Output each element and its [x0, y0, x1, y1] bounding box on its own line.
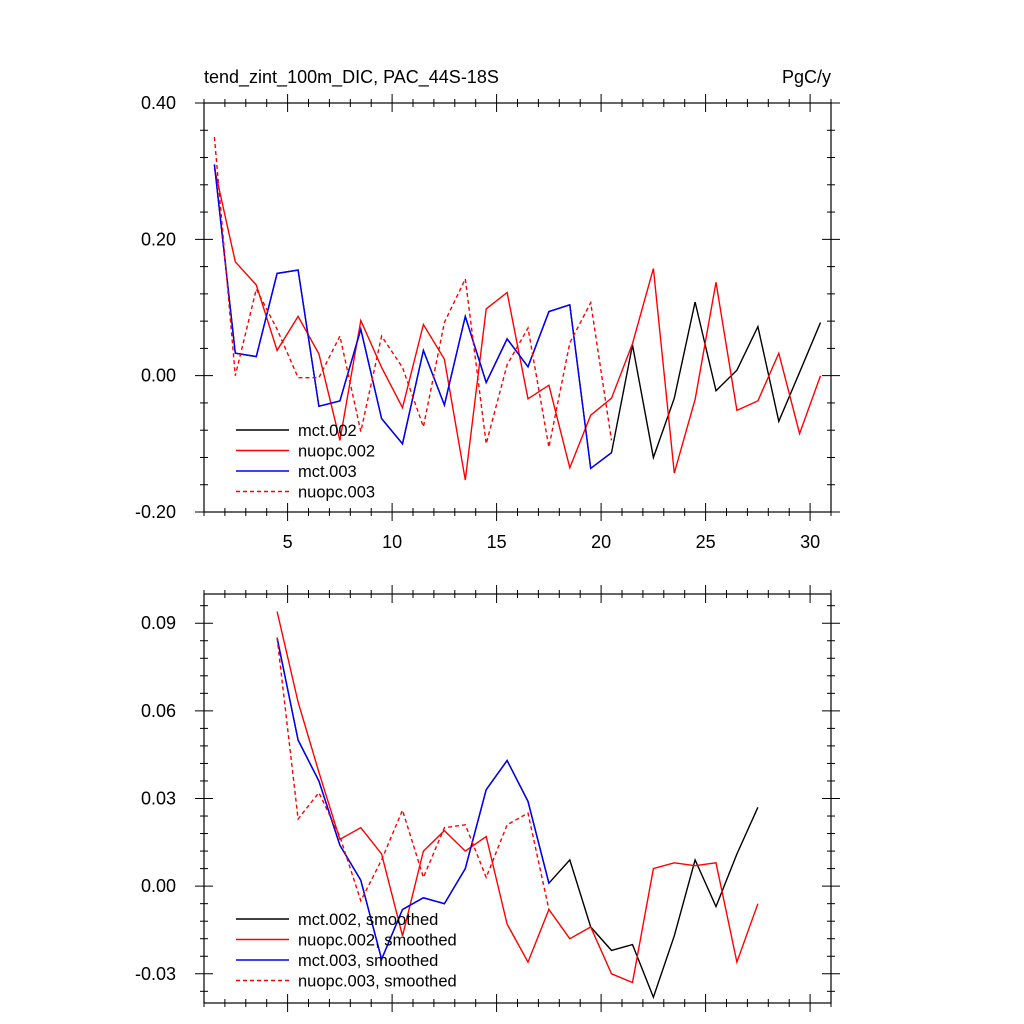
- legend-label: mct.002: [298, 422, 357, 440]
- y-tick-label: 0.20: [141, 229, 176, 249]
- legend-label: nuopc.003, smoothed: [298, 973, 457, 991]
- legend-label: mct.002, smoothed: [298, 911, 438, 929]
- series-line-nuopc-003-smoothed: [276, 637, 550, 910]
- legend-label: mct.003, smoothed: [298, 952, 438, 970]
- units-label: PgC/y: [782, 67, 831, 87]
- x-tick-label: 5: [283, 532, 293, 552]
- y-tick-label: 0.00: [141, 876, 176, 896]
- y-tick-label: 0.06: [141, 701, 176, 721]
- x-tick-label: 10: [382, 532, 402, 552]
- x-tick-label: 30: [800, 532, 820, 552]
- series-line-mct-003: [213, 164, 612, 470]
- legend-label: nuopc.003: [298, 484, 375, 502]
- y-tick-label: -0.03: [135, 964, 176, 984]
- x-tick-label: 20: [591, 532, 611, 552]
- series-line-nuopc-003: [213, 137, 613, 448]
- x-tick-label: 25: [696, 532, 716, 552]
- legend-label: nuopc.002: [298, 443, 375, 461]
- y-tick-label: 0.40: [141, 93, 176, 113]
- top-panel: 5 10 15 20 25 30 -0.20 0.00 0.20 0.40 mct.002 nuopc…: [135, 93, 840, 552]
- chart-title: tend_zint_100m_DIC, PAC_44S-18S: [204, 67, 499, 88]
- x-tick-label: 15: [487, 532, 507, 552]
- series-line-mct-003-smoothed: [276, 637, 550, 962]
- legend-label: nuopc.002, smoothed: [298, 932, 457, 950]
- y-tick-label: -0.20: [135, 502, 176, 522]
- legend-label: mct.003: [298, 463, 357, 481]
- bottom-panel: -0.03 0.00 0.03 0.06 0.09 mct.002, smoothed nu…: [135, 585, 840, 1012]
- series-line-nuopc-002-smoothed: [276, 611, 759, 984]
- y-tick-label: 0.03: [141, 789, 176, 809]
- y-tick-label: 0.00: [141, 366, 176, 386]
- y-tick-label: 0.09: [141, 613, 176, 633]
